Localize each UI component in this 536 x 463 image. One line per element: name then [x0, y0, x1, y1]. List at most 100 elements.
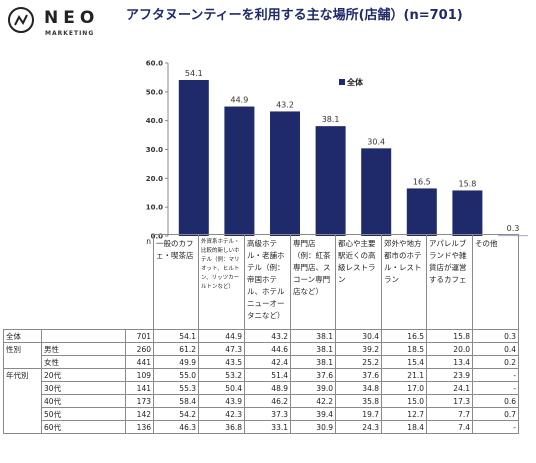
header-blank — [42, 235, 126, 330]
bar — [452, 190, 483, 236]
table-cell: 34.8 — [335, 381, 382, 395]
page-title: アフタヌーンティーを利用する主な場所(店舗）(n=701) — [126, 8, 463, 23]
table-row: 60代 136 46.3 36.8 33.1 30.9 24.3 18.4 7.4- — [3, 420, 519, 434]
row-label: 女性 — [41, 355, 126, 369]
row-n: 441 — [125, 355, 154, 369]
y-tick-label: 10.0 — [146, 204, 163, 212]
y-tick-label: 20.0 — [146, 175, 163, 183]
table-cell: 46.3 — [153, 420, 199, 434]
legend-swatch — [339, 79, 345, 85]
table-cell: 42.3 — [198, 407, 245, 421]
table-cell: 55.3 — [153, 381, 199, 395]
category-header: 一般のカフェ・喫茶店 — [153, 234, 199, 330]
bar — [270, 111, 300, 236]
table-row: 女性 441 49.9 43.5 42.4 38.1 25.2 15.4 13.4 0.2 — [3, 355, 519, 369]
table-cell: 44.9 — [198, 329, 245, 343]
table-cell: 17.3 — [426, 394, 473, 408]
row-label: 60代 — [41, 420, 126, 434]
bar-value-label: 38.1 — [322, 115, 340, 124]
row-group: 全体 — [3, 329, 42, 343]
table-cell: 0.4 — [472, 342, 519, 356]
category-header: アパレルブランドや雑貨店が運営するカフェ — [426, 234, 473, 330]
row-group — [3, 420, 42, 434]
table-cell: 18.5 — [381, 342, 427, 356]
row-n: 142 — [125, 407, 154, 421]
table-cell: 50.4 — [198, 381, 245, 395]
row-n: 109 — [125, 368, 154, 382]
table-cell: 16.5 — [381, 329, 427, 343]
table-cell: 13.4 — [426, 355, 473, 369]
table-cell: 36.8 — [198, 420, 245, 434]
row-n: 141 — [125, 381, 154, 395]
bar-value-label: 16.5 — [413, 177, 431, 186]
bar — [178, 80, 209, 237]
y-tick-label: 30.0 — [146, 146, 163, 154]
row-group: 年代別 — [3, 368, 42, 382]
table-cell: 61.2 — [153, 342, 199, 356]
row-group — [3, 394, 42, 408]
category-header: 郊外や地方都市のホテル・レストラン — [381, 234, 427, 330]
table-row: 全体 701 54.1 44.9 43.2 38.1 30.4 16.5 15.8 0.3 — [3, 329, 519, 343]
table-cell: 20.0 — [426, 342, 473, 356]
row-label: 40代 — [41, 394, 126, 408]
table-cell: 18.4 — [381, 420, 427, 434]
table-cell: 21.1 — [381, 368, 427, 382]
bar-value-label: 54.1 — [185, 69, 203, 78]
table-cell: 0.2 — [472, 355, 519, 369]
table-cell: 30.4 — [335, 329, 382, 343]
table-cell: 19.7 — [335, 407, 382, 421]
table-cell: 15.4 — [381, 355, 427, 369]
y-tick-label: 50.0 — [146, 88, 163, 96]
row-n: 173 — [125, 394, 154, 408]
row-group — [3, 407, 42, 421]
bar — [361, 148, 392, 236]
y-tick-label: 40.0 — [146, 117, 163, 125]
category-header: 都心や主要駅近くの高級レストラン — [335, 234, 382, 330]
bar-value-label: 15.8 — [458, 179, 476, 188]
n-label: n — [146, 236, 151, 246]
table-cell: 25.2 — [335, 355, 382, 369]
category-header: 専門店（例：紅茶専門店、スコーン専門店など） — [290, 234, 336, 330]
header-blank — [4, 235, 42, 330]
row-label: 50代 — [41, 407, 126, 421]
bar-value-label: 43.2 — [276, 100, 294, 109]
table-cell: 23.9 — [426, 368, 473, 382]
brand-name: NEO — [44, 8, 100, 28]
table-cell: - — [472, 381, 519, 395]
table-cell: 48.9 — [244, 381, 291, 395]
chart-legend: 全体 — [339, 77, 363, 88]
category-header: その他 — [472, 234, 519, 330]
table-cell: 38.1 — [290, 355, 336, 369]
table-row: 30代 141 55.3 50.4 48.9 39.0 34.8 17.0 24.1- — [3, 381, 519, 395]
row-n: 136 — [125, 420, 154, 434]
table-cell: 44.6 — [244, 342, 291, 356]
table-cell: 0.3 — [472, 329, 519, 343]
table-cell: 37.3 — [244, 407, 291, 421]
table-cell: 7.7 — [426, 407, 473, 421]
table-cell: 43.2 — [244, 329, 291, 343]
table-cell: 43.5 — [198, 355, 245, 369]
table-cell: 30.9 — [290, 420, 336, 434]
bar-value-label: 30.4 — [367, 137, 385, 146]
row-n: 260 — [125, 342, 154, 356]
bar — [315, 126, 346, 236]
table-cell: 15.8 — [426, 329, 473, 343]
row-group: 性別 — [3, 342, 42, 356]
table-cell: 35.8 — [335, 394, 382, 408]
table-cell: 54.2 — [153, 407, 199, 421]
table-cell: 49.9 — [153, 355, 199, 369]
row-label — [41, 329, 126, 343]
brand-logo: NEO MARKETING — [8, 5, 108, 45]
table-row: 年代別 20代 109 55.0 53.2 51.4 37.6 37.6 21.1 23.9- — [3, 368, 519, 382]
row-group — [3, 355, 42, 369]
table-cell: 15.0 — [381, 394, 427, 408]
table-cell: 37.6 — [290, 368, 336, 382]
table-cell: 0.6 — [472, 394, 519, 408]
table-cell: 33.1 — [244, 420, 291, 434]
bar — [406, 188, 437, 236]
brand-sub: MARKETING — [45, 30, 95, 37]
table-cell: 47.3 — [198, 342, 245, 356]
table-cell: 43.9 — [198, 394, 245, 408]
y-tick-label: 60.0 — [146, 60, 163, 68]
